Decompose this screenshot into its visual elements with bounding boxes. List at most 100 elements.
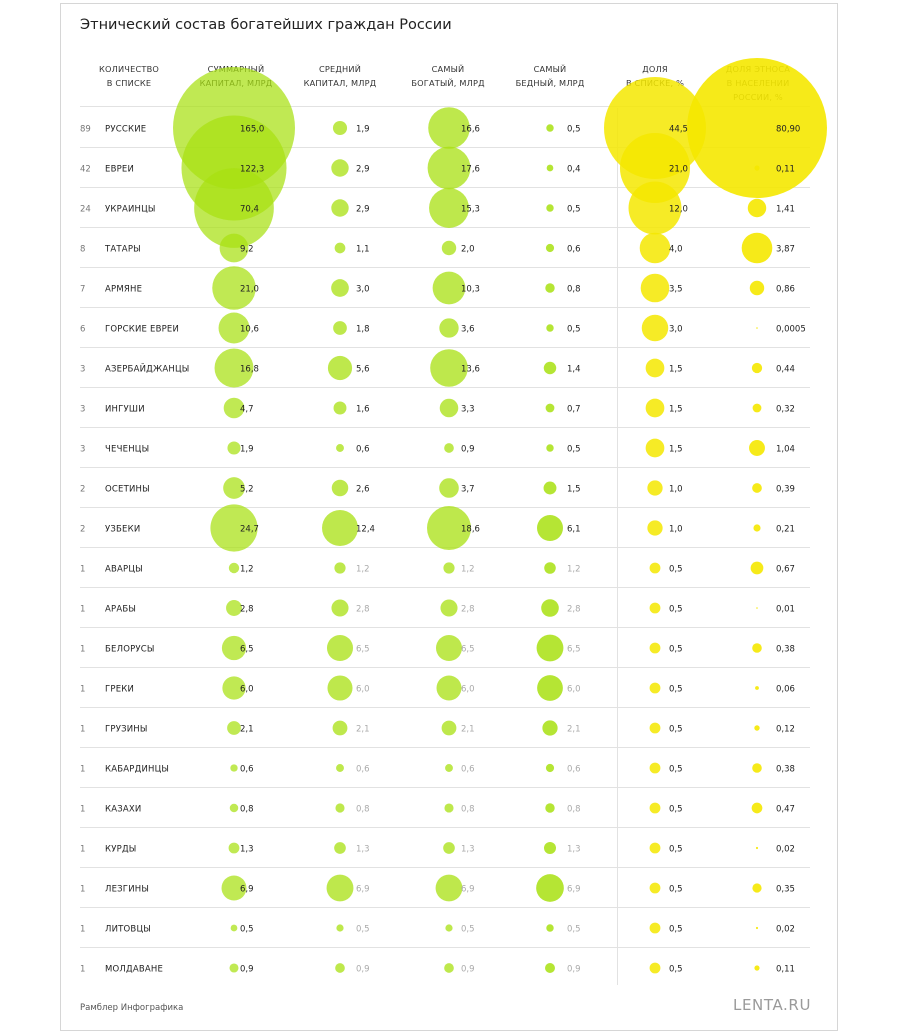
bubble-richest-греки [436,675,462,701]
bubble-avg-горские-евреи [333,321,347,335]
value-share_list-армяне: 3,5 [669,285,683,295]
bubble-share_list-евреи [619,132,691,204]
value-poorest-курды: 1,3 [567,845,581,855]
bubble-avg-кабардинцы [336,764,344,772]
bubble-share_pop-аварцы [750,561,764,575]
value-total-лезгины: 6,9 [240,885,254,895]
value-share_list-осетины: 1,0 [669,485,683,495]
value-richest-литовцы: 0,5 [461,925,475,935]
header-line: ДОЛЯ [642,64,668,74]
bubble-richest-узбеки [427,506,471,550]
bubble-richest-аварцы [443,562,455,574]
value-share_pop-узбеки: 0,21 [776,525,795,535]
value-total-украинцы: 70,4 [240,205,259,215]
value-richest-белорусы: 6,5 [461,645,475,655]
ethnic-name-осетины: ОСЕТИНЫ [105,485,150,495]
bubble-richest-молдаване [444,963,454,973]
header-line: КАПИТАЛ, МЛРД [304,78,377,88]
bubble-total-греки [222,676,246,700]
value-avg-кабардинцы: 0,6 [356,765,370,775]
value-richest-ингуши: 3,3 [461,405,475,415]
ethnic-name-узбеки: УЗБЕКИ [105,525,140,535]
value-total-молдаване: 0,9 [240,965,254,975]
bubble-richest-белорусы [435,634,463,662]
bubble-total-украинцы [194,168,274,248]
value-poorest-литовцы: 0,5 [567,925,581,935]
value-avg-лезгины: 6,9 [356,885,370,895]
value-total-узбеки: 24,7 [240,525,259,535]
value-share_list-казахи: 0,5 [669,805,683,815]
value-avg-осетины: 2,6 [356,485,370,495]
bubble-share_pop-чеченцы [749,440,765,456]
bubble-poorest-евреи [546,164,554,172]
bubble-share_list-узбеки [647,520,663,536]
bubble-poorest-татары [545,243,555,253]
value-avg-азербайджанцы: 5,6 [356,365,370,375]
value-total-осетины: 5,2 [240,485,254,495]
ethnic-name-литовцы: ЛИТОВЦЫ [105,925,151,935]
count-азербайджанцы: 3 [80,365,85,375]
value-share_list-горские-евреи: 3,0 [669,325,683,335]
value-avg-молдаване: 0,9 [356,965,370,975]
value-poorest-казахи: 0,8 [567,805,581,815]
value-share_list-азербайджанцы: 1,5 [669,365,683,375]
value-poorest-чеченцы: 0,5 [567,445,581,455]
bubble-share_pop-ингуши [752,403,762,413]
bubble-share_pop-армяне [749,280,765,296]
bubble-richest-арабы [440,599,458,617]
ethnic-name-казахи: КАЗАХИ [105,805,142,815]
bubble-avg-азербайджанцы [327,355,353,381]
bubble-poorest-горские-евреи [546,324,554,332]
value-share_pop-чеченцы: 1,04 [776,445,795,455]
count-казахи: 1 [80,805,85,815]
bubble-poorest-грузины [542,720,558,736]
value-richest-чеченцы: 0,9 [461,445,475,455]
bubble-total-казахи [229,803,239,813]
count-кабардинцы: 1 [80,765,85,775]
bubble-poorest-аварцы [544,562,556,574]
value-share_pop-евреи: 0,11 [776,165,795,175]
value-avg-казахи: 0,8 [356,805,370,815]
value-richest-узбеки: 18,6 [461,525,480,535]
chart-title: Этнический состав богатейших граждан Рос… [80,17,452,33]
bubble-richest-осетины [439,478,459,498]
bubble-richest-татары [441,240,457,256]
header-avg: СРЕДНИЙ КАПИТАЛ, МЛРД [304,63,377,88]
bubble-share_list-лезгины [649,882,661,894]
value-share_pop-греки: 0,06 [776,685,795,695]
value-share_list-евреи: 21,0 [669,165,688,175]
value-total-кабардинцы: 0,6 [240,765,254,775]
value-poorest-аварцы: 1,2 [567,565,581,575]
bubble-poorest-казахи [545,803,555,813]
value-richest-лезгины: 6,9 [461,885,475,895]
value-share_pop-ингуши: 0,32 [776,405,795,415]
lenta-logo: LENTA.RU [733,996,812,1014]
bubble-avg-казахи [335,803,345,813]
value-share_pop-литовцы: 0,02 [776,925,795,935]
value-share_pop-курды: 0,02 [776,845,795,855]
value-share_pop-кабардинцы: 0,38 [776,765,795,775]
bubble-avg-курды [334,842,346,854]
bubble-share_list-азербайджанцы [645,358,665,378]
bubble-share_pop-литовцы [755,926,759,930]
count-узбеки: 2 [80,525,85,535]
bubble-share_list-татары [639,232,671,264]
value-total-греки: 6,0 [240,685,254,695]
value-total-казахи: 0,8 [240,805,254,815]
bubble-richest-ингуши [439,398,459,418]
value-share_list-молдаване: 0,5 [669,965,683,975]
bubble-share_pop-молдаване [754,965,760,971]
value-share_list-арабы: 0,5 [669,605,683,615]
value-poorest-белорусы: 6,5 [567,645,581,655]
bubble-avg-армяне [331,279,349,297]
value-richest-арабы: 2,8 [461,605,475,615]
header-line: САМЫЙ [432,63,465,74]
value-avg-грузины: 2,1 [356,725,370,735]
count-татары: 8 [80,245,85,255]
value-richest-кабардинцы: 0,6 [461,765,475,775]
value-richest-аварцы: 1,2 [461,565,475,575]
value-avg-русские: 1,9 [356,125,370,135]
value-avg-ингуши: 1,6 [356,405,370,415]
bubble-richest-грузины [441,720,457,736]
value-share_pop-арабы: 0,01 [776,605,795,615]
